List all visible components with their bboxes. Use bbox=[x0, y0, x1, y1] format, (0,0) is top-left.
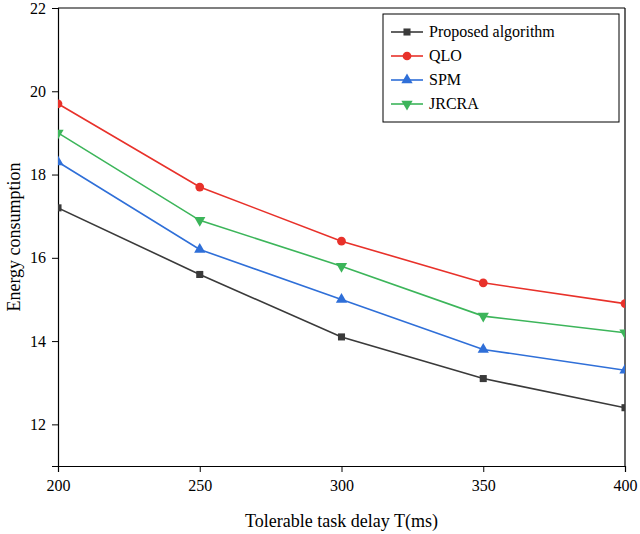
plot-area bbox=[58, 99, 625, 411]
axis-line bbox=[59, 467, 626, 473]
marker bbox=[58, 130, 64, 140]
tick-mark bbox=[52, 341, 58, 342]
tick: 250 bbox=[188, 466, 212, 494]
series-line bbox=[58, 162, 625, 370]
chart: 200 250 300 350 400 12 14 16 18 20 22 Tolerable tas… bbox=[0, 0, 640, 534]
marker bbox=[194, 217, 205, 227]
tick: 20 bbox=[30, 83, 58, 100]
tick: 200 bbox=[47, 466, 71, 494]
tick-label: 16 bbox=[30, 249, 46, 266]
marker bbox=[336, 293, 347, 303]
marker bbox=[619, 330, 625, 340]
series-line bbox=[58, 104, 625, 304]
legend-label: QLO bbox=[429, 47, 462, 64]
legend-marker bbox=[403, 52, 412, 61]
marker bbox=[479, 278, 488, 287]
tick: 400 bbox=[614, 466, 638, 494]
tick-mark bbox=[52, 424, 58, 425]
marker bbox=[621, 299, 625, 308]
marker bbox=[337, 237, 346, 246]
y-axis: 12 14 16 18 20 22 bbox=[30, 0, 59, 467]
marker bbox=[619, 364, 625, 374]
legend-label: SPM bbox=[429, 71, 461, 88]
tick-label: 400 bbox=[614, 477, 638, 494]
tick: 12 bbox=[30, 416, 58, 433]
tick-mark bbox=[52, 8, 58, 9]
marker bbox=[478, 313, 489, 323]
x-axis: 200 250 300 350 400 bbox=[47, 466, 638, 494]
y-axis-title: Energy consumption bbox=[4, 162, 24, 311]
marker bbox=[195, 183, 204, 192]
tick-label: 200 bbox=[47, 477, 71, 494]
marker bbox=[58, 99, 62, 108]
tick-mark bbox=[52, 258, 58, 259]
series-line bbox=[58, 133, 625, 333]
tick: 350 bbox=[472, 466, 496, 494]
axis-line bbox=[52, 9, 59, 467]
marker bbox=[478, 343, 489, 353]
tick-label: 350 bbox=[472, 477, 496, 494]
tick: 18 bbox=[30, 166, 58, 183]
legend-label: Proposed algorithm bbox=[429, 23, 555, 41]
legend-label: JRCRA bbox=[429, 95, 479, 112]
marker bbox=[338, 333, 345, 340]
tick-mark bbox=[52, 175, 58, 176]
tick-label: 20 bbox=[30, 83, 46, 100]
legend-marker bbox=[401, 101, 412, 111]
marker bbox=[194, 243, 205, 253]
legend-marker bbox=[403, 28, 410, 35]
tick-mark bbox=[625, 466, 626, 472]
tick-mark bbox=[342, 466, 343, 472]
marker bbox=[621, 404, 625, 411]
tick: 16 bbox=[30, 249, 58, 266]
tick: 14 bbox=[30, 333, 58, 350]
marker bbox=[480, 375, 487, 382]
tick-label: 18 bbox=[30, 166, 46, 183]
frame-right bbox=[624, 8, 625, 466]
marker bbox=[196, 271, 203, 278]
legend: Proposed algorithm QLO SPM JRCRA bbox=[383, 14, 619, 122]
tick-mark bbox=[52, 91, 58, 92]
marker bbox=[58, 204, 62, 211]
marker bbox=[58, 156, 64, 166]
tick: 300 bbox=[330, 466, 354, 494]
tick-label: 22 bbox=[30, 0, 46, 17]
x-axis-title: Tolerable task delay T(ms) bbox=[245, 511, 438, 532]
legend-box bbox=[383, 14, 619, 122]
tick-mark bbox=[483, 466, 484, 472]
tick: 22 bbox=[30, 0, 58, 17]
series-line bbox=[58, 208, 625, 408]
tick-mark bbox=[200, 466, 201, 472]
legend-marker bbox=[401, 73, 412, 83]
tick-label: 250 bbox=[188, 477, 212, 494]
frame-top bbox=[58, 7, 625, 8]
tick-label: 14 bbox=[30, 333, 46, 350]
marker bbox=[336, 263, 347, 273]
tick-label: 300 bbox=[330, 477, 354, 494]
tick-label: 12 bbox=[30, 416, 46, 433]
